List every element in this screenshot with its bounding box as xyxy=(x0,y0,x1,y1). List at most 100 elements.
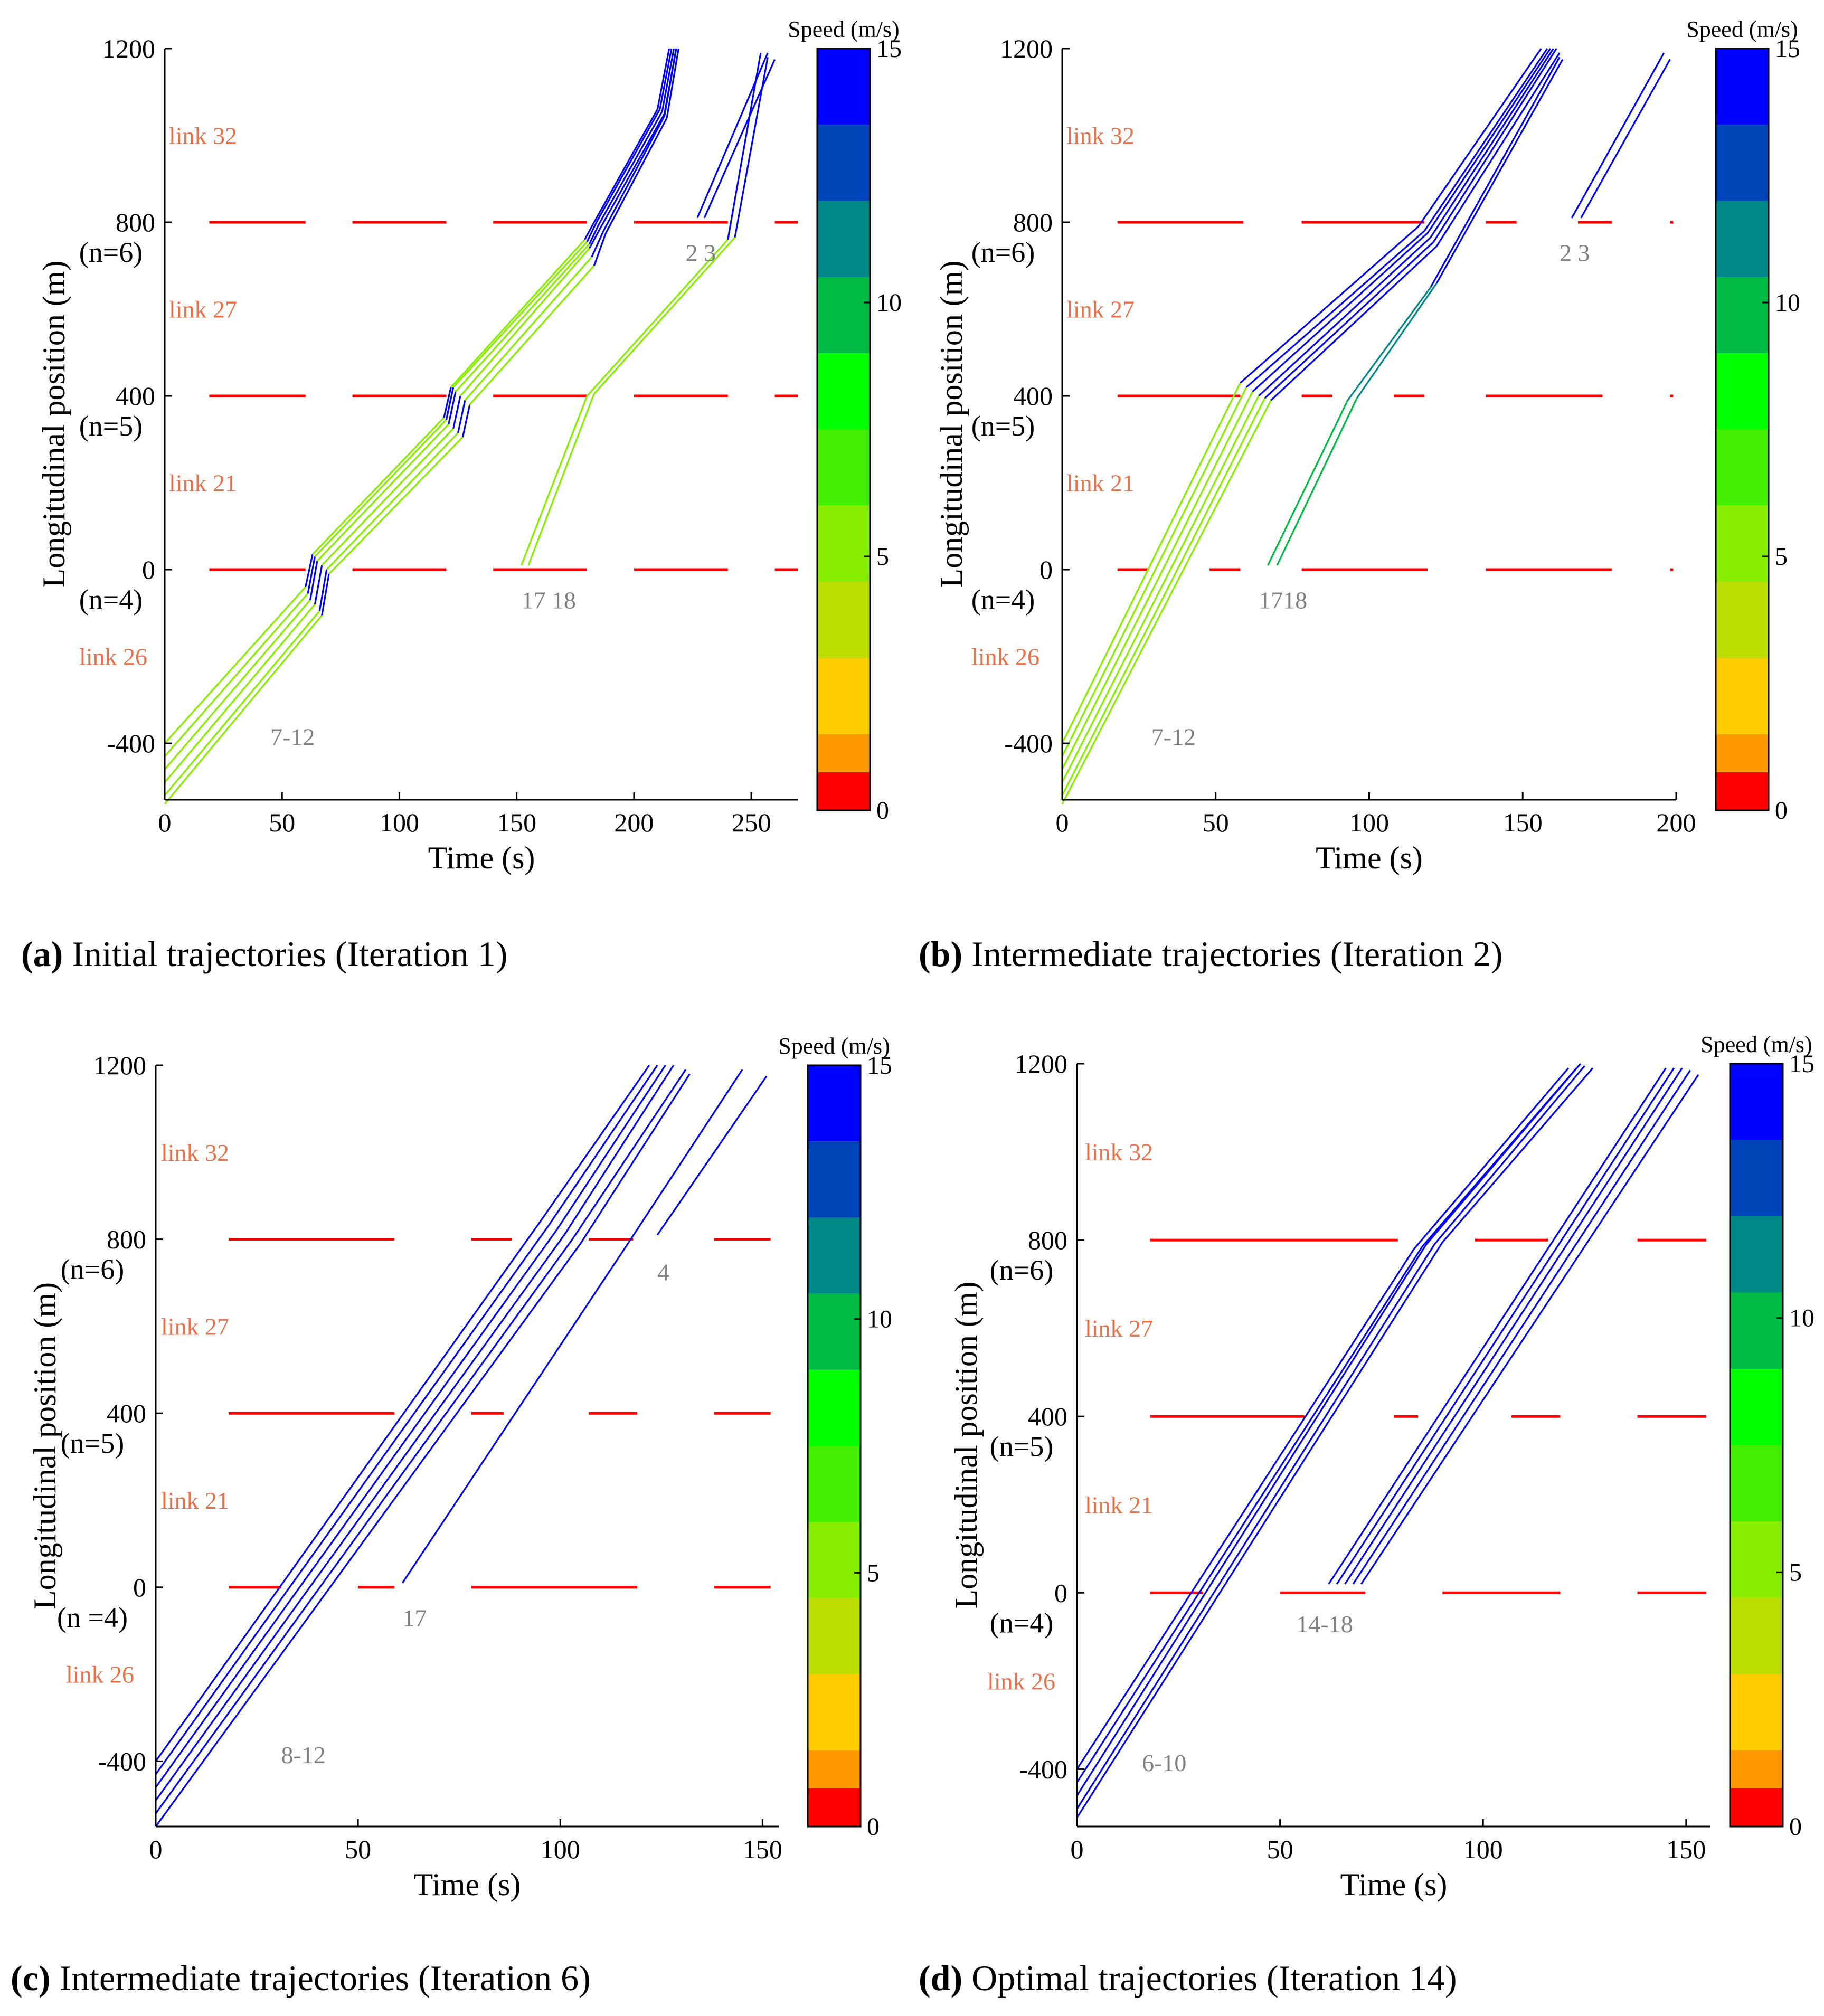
panel-a-y-tick-1: 0 xyxy=(142,555,155,584)
panel-a-colorbar-band-5 xyxy=(817,429,870,506)
panel-d-trajectory-4-segment-0 xyxy=(1076,1242,1443,1819)
panel-a-trajectory-3-segment-5 xyxy=(589,226,602,249)
panel-d-y-tick-1: 0 xyxy=(1054,1578,1067,1607)
panel-a-trajectory-8 xyxy=(696,52,769,219)
panel-a-trajectory-3-segment-0 xyxy=(164,603,316,783)
panel-b-colorbar-band-7 xyxy=(1716,277,1769,354)
panel-a-trajectory-2-segment-2 xyxy=(316,423,449,562)
panel-b-trajectory-0-segment-2 xyxy=(1417,48,1542,228)
panel-c-colorbar-tick-2: 10 xyxy=(867,1305,892,1333)
panel-c-n-label-1: (n=5) xyxy=(61,1427,124,1459)
panel-b-trajectory-1 xyxy=(1061,48,1548,757)
panel-c-x-tick-1: 50 xyxy=(345,1834,371,1864)
panel-c-trajectory-3-segment-1 xyxy=(563,1065,675,1236)
panel-a-trajectory-6-segment-1 xyxy=(586,239,729,397)
panel-d-n-label-1: (n=5) xyxy=(990,1431,1053,1462)
panel-b-trajectory-5-segment-2 xyxy=(1436,52,1561,247)
panel-b-link-label-0: link 32 xyxy=(1066,122,1135,149)
panel-a-n-label-1: (n=5) xyxy=(79,410,143,442)
panel-b-x-tick-2: 100 xyxy=(1349,808,1389,837)
panel-a-y-tick-0: -400 xyxy=(107,728,155,758)
panel-a-plot: 0 50 100 150 200 250 -400 0 400 800 1200 Time (s) Lo… xyxy=(36,34,798,875)
panel-d-colorbar-band-7 xyxy=(1730,1292,1783,1369)
panel-c-colorbar-band-10 xyxy=(808,1065,861,1142)
panel-a-trajectory-1-segment-4 xyxy=(452,241,588,388)
panel-a-trajectory-4-segment-0 xyxy=(164,610,320,796)
panel-c-trajectory-0-segment-0 xyxy=(155,1221,541,1762)
panel-a-trajectory-7 xyxy=(527,57,769,566)
panel-a-trajectory-1-segment-6 xyxy=(596,109,661,223)
panel-c-trajectory-6-segment-0 xyxy=(402,1247,626,1584)
panel-c-x-tick-3: 150 xyxy=(743,1834,782,1864)
panel-a-y-label: Longitudinal position (m) xyxy=(36,261,71,588)
panel-a-vehicle-group-0: 7-12 xyxy=(270,724,315,751)
panel-d-x-label: Time (s) xyxy=(1340,1867,1448,1902)
panel-b-colorbar-tick-0: 0 xyxy=(1775,797,1788,825)
panel-c-y-tick-4: 1200 xyxy=(93,1050,146,1080)
panel-c-y-label: Longitudinal position (m) xyxy=(27,1282,62,1610)
panel-b-trajectory-7-segment-2 xyxy=(1436,59,1564,283)
panel-d-vehicle-group-1: 14-18 xyxy=(1296,1611,1353,1638)
panel-d-link-label-2: link 21 xyxy=(1085,1491,1153,1518)
panel-d-trajectory-0-segment-0 xyxy=(1076,1248,1415,1770)
panel-c-colorbar-band-6 xyxy=(808,1369,861,1446)
panel-c-trajectory-2-segment-0 xyxy=(155,1230,557,1788)
panel-a-trajectory-2-segment-5 xyxy=(589,224,600,244)
panel-b-trajectory-6 xyxy=(1267,56,1561,566)
panel-b-trajectory-6-segment-1 xyxy=(1347,287,1432,401)
panel-b-vehicle-group-0: 7-12 xyxy=(1151,724,1196,751)
panel-c-trajectory-3 xyxy=(155,1065,675,1801)
panel-a-colorbar-band-0 xyxy=(817,772,870,810)
panel-b-n-label-0: (n=4) xyxy=(971,584,1035,616)
panel-c-x-label: Time (s) xyxy=(414,1867,521,1902)
panel-c-colorbar-title: Speed (m/s) xyxy=(778,1033,890,1059)
panel-c-y-tick-0: -400 xyxy=(98,1746,146,1776)
panel-d-colorbar-frame xyxy=(1729,1063,1784,1828)
panel-a-caption-letter: (a) xyxy=(21,934,63,974)
panel-a-x-label: Time (s) xyxy=(428,840,535,875)
panel-a-trajectory-5-segment-1 xyxy=(321,574,330,616)
panel-d-colorbar-band-1 xyxy=(1730,1750,1783,1788)
panel-c-trajectory-0 xyxy=(155,1065,650,1762)
panel-d-trajectory-8-segment-0 xyxy=(1352,1069,1691,1585)
panel-a-trajectory-3-segment-6 xyxy=(600,113,666,228)
panel-b-trajectory-3-segment-2 xyxy=(1430,48,1554,238)
panel-c-colorbar-band-5 xyxy=(808,1446,861,1522)
panel-d-trajectory-4-segment-1 xyxy=(1442,1067,1594,1243)
panel-d-trajectory-2-segment-1 xyxy=(1425,1063,1582,1245)
panel-d-link-label-0: link 32 xyxy=(1085,1139,1153,1166)
panel-d-y-tick-0: -400 xyxy=(1019,1754,1067,1784)
panel-d-colorbar-tick-3: 15 xyxy=(1789,1050,1814,1078)
panel-a-y-tick-4: 1200 xyxy=(102,34,155,63)
panel-a-trajectory-5-segment-5 xyxy=(593,233,607,266)
panel-c-trajectory-4-segment-1 xyxy=(571,1069,687,1240)
panel-b-link-label-2: link 21 xyxy=(1066,470,1135,497)
panel-b-colorbar-band-10 xyxy=(1716,49,1769,125)
panel-d-colorbar-tick-2: 10 xyxy=(1789,1304,1814,1332)
panel-c-vehicle-group-2: 4 xyxy=(657,1258,669,1285)
panel-c-vehicle-group-0: 8-12 xyxy=(281,1741,326,1768)
panel-a-trajectory-5-segment-6 xyxy=(605,117,668,234)
panel-a-trajectory-1-segment-7 xyxy=(659,48,673,110)
panel-b-colorbar-tick-3: 15 xyxy=(1775,35,1800,63)
panel-c-trajectory-4 xyxy=(155,1069,687,1814)
panel-d-y-tick-3: 800 xyxy=(1028,1225,1067,1255)
panel-a-trajectory-1-segment-2 xyxy=(314,419,447,557)
panel-b-trajectory-2-segment-0 xyxy=(1061,391,1253,770)
panel-d-n-label-0: (n=4) xyxy=(990,1607,1053,1639)
panel-d-trajectory-5 xyxy=(1328,1067,1667,1585)
panel-a-colorbar-tick-1: 5 xyxy=(876,543,889,571)
panel-a-colorbar-tick-3: 15 xyxy=(876,35,902,63)
panel-d-trajectory-6-segment-0 xyxy=(1336,1067,1675,1585)
panel-b-colorbar-band-2 xyxy=(1716,658,1769,734)
panel-a-trajectory-9-segment-0 xyxy=(703,59,776,219)
panel-a-trajectory-5-segment-7 xyxy=(666,48,679,118)
panel-c-vehicle-group-1: 17 xyxy=(402,1604,427,1631)
panel-c-colorbar-band-2 xyxy=(808,1674,861,1750)
panel-b-caption-text: Intermediate trajectories (Iteration 2) xyxy=(962,934,1502,974)
